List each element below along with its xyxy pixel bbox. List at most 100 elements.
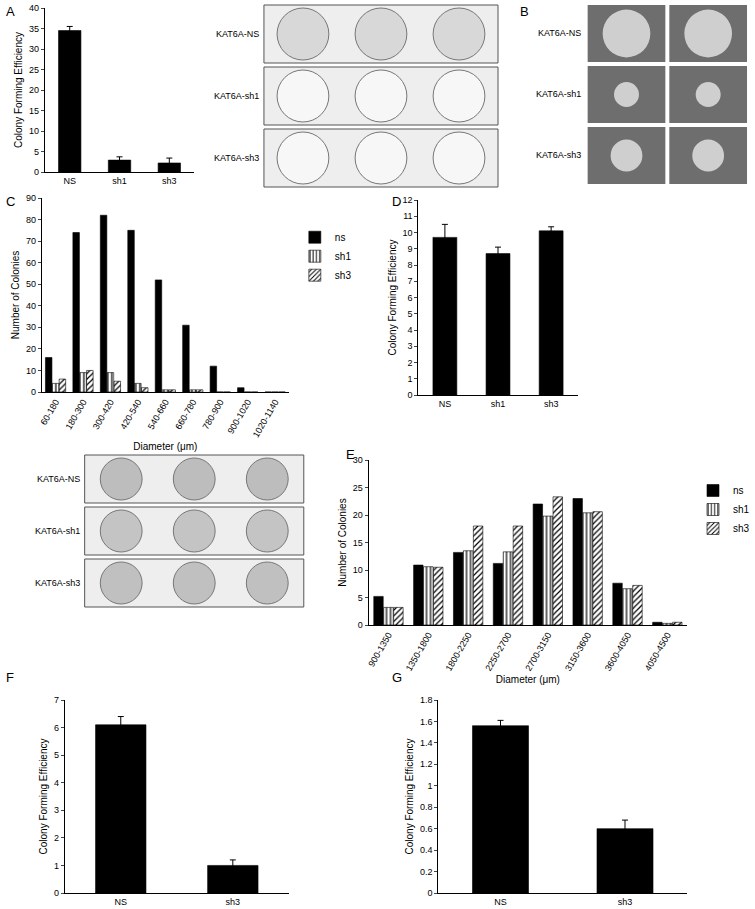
svg-text:900-1350: 900-1350 bbox=[366, 631, 394, 669]
svg-text:2250-2700: 2250-2700 bbox=[483, 631, 513, 673]
svg-text:70: 70 bbox=[26, 236, 36, 246]
svg-text:F: F bbox=[6, 670, 14, 685]
svg-text:NS: NS bbox=[494, 897, 507, 907]
svg-text:4050-4500: 4050-4500 bbox=[643, 631, 673, 673]
svg-text:KAT6A-sh1: KAT6A-sh1 bbox=[35, 526, 80, 536]
svg-text:10: 10 bbox=[353, 565, 363, 575]
svg-text:30: 30 bbox=[353, 455, 363, 465]
svg-text:Number of Colonies: Number of Colonies bbox=[10, 251, 21, 339]
svg-text:KAT6A-sh3: KAT6A-sh3 bbox=[536, 150, 581, 160]
svg-text:ns: ns bbox=[335, 232, 346, 243]
svg-text:sh1: sh1 bbox=[491, 399, 506, 409]
svg-text:sh3: sh3 bbox=[162, 176, 177, 186]
svg-text:540-660: 540-660 bbox=[146, 398, 171, 432]
svg-text:sh3: sh3 bbox=[335, 270, 352, 281]
svg-text:3: 3 bbox=[408, 341, 413, 351]
svg-text:A: A bbox=[6, 4, 15, 19]
svg-text:15: 15 bbox=[29, 106, 39, 116]
svg-text:8: 8 bbox=[408, 260, 413, 270]
svg-text:5: 5 bbox=[408, 309, 413, 319]
svg-text:0.4: 0.4 bbox=[420, 845, 433, 855]
svg-text:3600-4050: 3600-4050 bbox=[603, 631, 633, 673]
svg-text:Colony Forming Efficiency: Colony Forming Efficiency bbox=[38, 739, 49, 855]
svg-text:35: 35 bbox=[29, 24, 39, 34]
svg-text:7: 7 bbox=[408, 276, 413, 286]
svg-text:0: 0 bbox=[34, 167, 39, 177]
svg-text:D: D bbox=[392, 194, 401, 209]
svg-text:KAT6A-sh3: KAT6A-sh3 bbox=[214, 153, 259, 163]
svg-text:ns: ns bbox=[733, 485, 744, 496]
svg-text:180-300: 180-300 bbox=[63, 398, 88, 432]
svg-text:1800-2250: 1800-2250 bbox=[444, 631, 474, 673]
svg-text:1: 1 bbox=[427, 781, 432, 791]
svg-text:4: 4 bbox=[54, 778, 59, 788]
svg-text:60-180: 60-180 bbox=[39, 398, 62, 427]
svg-text:3150-3600: 3150-3600 bbox=[563, 631, 593, 673]
svg-text:NS: NS bbox=[63, 176, 76, 186]
svg-text:20: 20 bbox=[29, 85, 39, 95]
svg-text:Diameter (μm): Diameter (μm) bbox=[133, 441, 197, 452]
svg-text:sh3: sh3 bbox=[544, 399, 559, 409]
svg-text:300-420: 300-420 bbox=[91, 398, 116, 432]
svg-text:10: 10 bbox=[29, 126, 39, 136]
svg-text:1.8: 1.8 bbox=[420, 695, 433, 705]
svg-text:1: 1 bbox=[408, 374, 413, 384]
svg-text:5: 5 bbox=[54, 750, 59, 760]
svg-text:2: 2 bbox=[54, 833, 59, 843]
svg-text:25: 25 bbox=[353, 483, 363, 493]
svg-text:7: 7 bbox=[54, 695, 59, 705]
svg-text:40: 40 bbox=[29, 3, 39, 13]
svg-text:25: 25 bbox=[29, 65, 39, 75]
svg-text:20: 20 bbox=[353, 510, 363, 520]
svg-text:2700-3150: 2700-3150 bbox=[523, 631, 553, 673]
svg-text:Number of Colonies: Number of Colonies bbox=[337, 498, 348, 586]
svg-text:0: 0 bbox=[408, 390, 413, 400]
svg-text:E: E bbox=[346, 447, 355, 462]
svg-text:90: 90 bbox=[26, 193, 36, 203]
svg-text:0.2: 0.2 bbox=[420, 867, 433, 877]
svg-text:60: 60 bbox=[26, 258, 36, 268]
svg-text:1020-1140: 1020-1140 bbox=[251, 398, 281, 440]
svg-text:30: 30 bbox=[26, 322, 36, 332]
svg-text:900-1020: 900-1020 bbox=[226, 398, 254, 436]
svg-text:Colony Forming Efficiency: Colony Forming Efficiency bbox=[404, 739, 415, 855]
svg-text:2: 2 bbox=[408, 358, 413, 368]
svg-text:Diameter (μm): Diameter (μm) bbox=[496, 674, 560, 685]
svg-text:KAT6A-NS: KAT6A-NS bbox=[216, 29, 259, 39]
svg-text:Colony Forming Efficiency: Colony Forming Efficiency bbox=[13, 32, 24, 148]
svg-text:4: 4 bbox=[408, 325, 413, 335]
svg-text:B: B bbox=[520, 4, 529, 19]
svg-text:KAT6A-NS: KAT6A-NS bbox=[37, 474, 80, 484]
svg-text:3: 3 bbox=[54, 805, 59, 815]
svg-text:1.4: 1.4 bbox=[420, 738, 433, 748]
svg-text:KAT6A-sh1: KAT6A-sh1 bbox=[214, 91, 259, 101]
svg-text:1.2: 1.2 bbox=[420, 759, 433, 769]
svg-text:0: 0 bbox=[427, 888, 432, 898]
svg-text:5: 5 bbox=[358, 593, 363, 603]
svg-text:sh1: sh1 bbox=[733, 504, 750, 515]
svg-text:0: 0 bbox=[54, 888, 59, 898]
svg-text:NS: NS bbox=[115, 897, 128, 907]
svg-text:G: G bbox=[392, 670, 402, 685]
svg-text:0: 0 bbox=[358, 620, 363, 630]
svg-text:sh3: sh3 bbox=[733, 523, 750, 534]
svg-text:9: 9 bbox=[408, 244, 413, 254]
svg-text:1350-1800: 1350-1800 bbox=[404, 631, 434, 673]
svg-text:420-540: 420-540 bbox=[118, 398, 143, 432]
svg-text:5: 5 bbox=[34, 147, 39, 157]
svg-text:12: 12 bbox=[403, 195, 413, 205]
svg-text:20: 20 bbox=[26, 344, 36, 354]
svg-text:10: 10 bbox=[403, 228, 413, 238]
svg-text:40: 40 bbox=[26, 301, 36, 311]
svg-text:KAT6A-NS: KAT6A-NS bbox=[538, 28, 581, 38]
svg-text:KAT6A-sh3: KAT6A-sh3 bbox=[35, 578, 80, 588]
svg-text:660-780: 660-780 bbox=[173, 398, 198, 432]
svg-text:10: 10 bbox=[26, 366, 36, 376]
svg-text:1.6: 1.6 bbox=[420, 717, 433, 727]
svg-text:50: 50 bbox=[26, 279, 36, 289]
svg-text:11: 11 bbox=[403, 211, 412, 221]
svg-text:sh3: sh3 bbox=[226, 897, 241, 907]
svg-text:6: 6 bbox=[408, 293, 413, 303]
svg-text:80: 80 bbox=[26, 215, 36, 225]
svg-text:0.8: 0.8 bbox=[420, 802, 433, 812]
